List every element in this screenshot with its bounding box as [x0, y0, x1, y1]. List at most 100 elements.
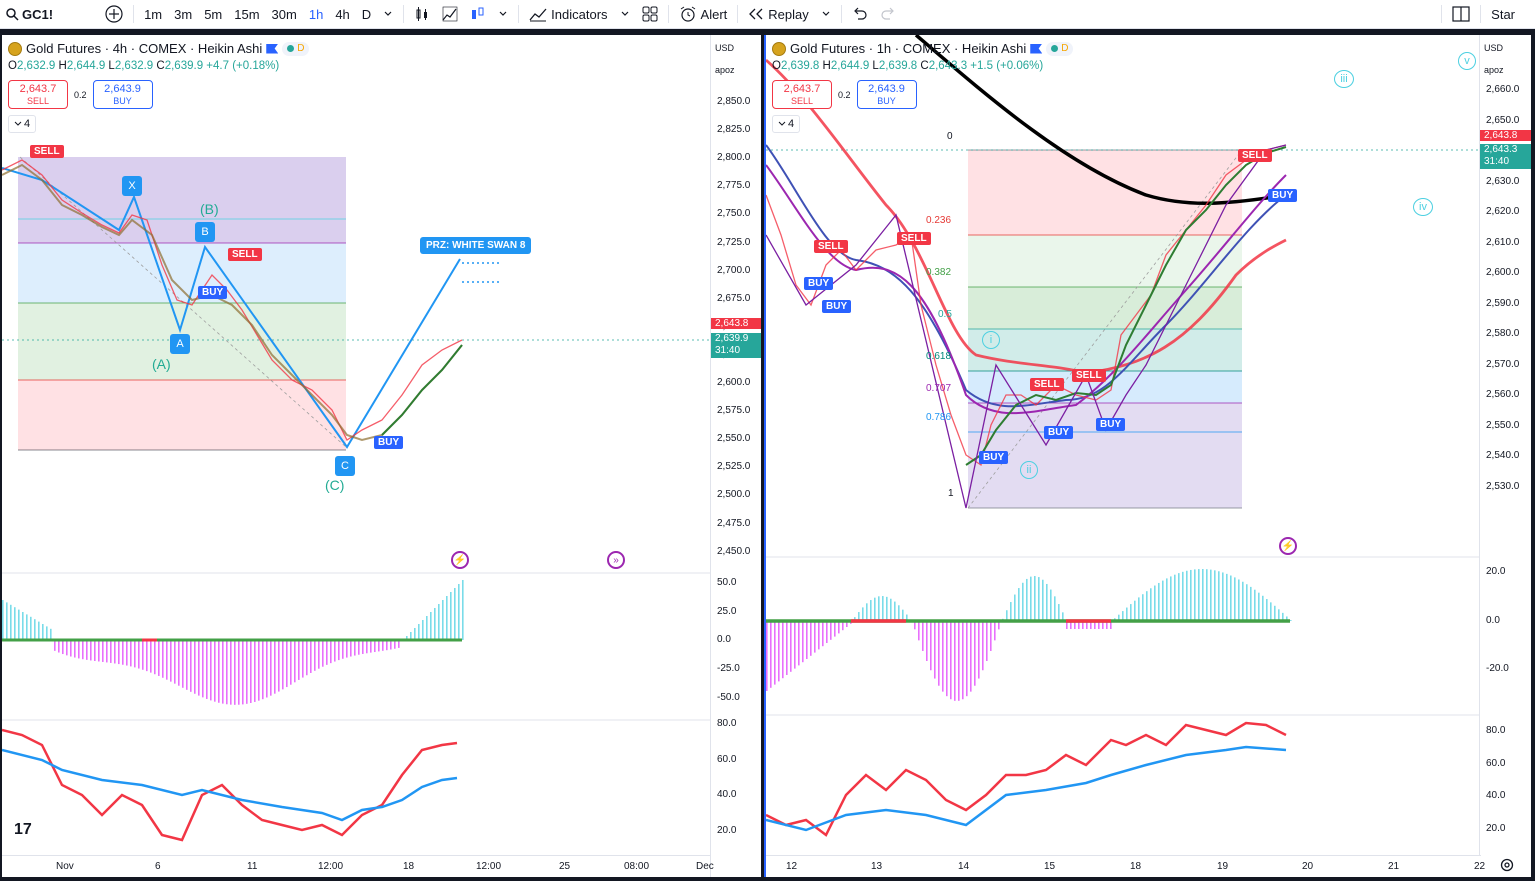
- histogram-bar: [978, 621, 980, 679]
- currency-label[interactable]: USD: [715, 43, 735, 53]
- layout-button[interactable]: [1446, 0, 1476, 29]
- indicator-tick-label: 20.0: [1486, 566, 1506, 577]
- close-price: 2,643.3: [1484, 144, 1518, 155]
- histogram-bar: [278, 640, 280, 692]
- histogram-bar: [1166, 578, 1168, 621]
- histogram-bar: [154, 640, 156, 675]
- price-tick-label: 2,530.0: [1486, 480, 1520, 492]
- replay-dropdown[interactable]: [815, 0, 837, 29]
- undo-button[interactable]: [846, 0, 874, 29]
- price-scale-1h[interactable]: USD apoz 2,660.02,650.02,640.02,630.02,6…: [1479, 35, 1531, 877]
- interval-dropdown[interactable]: [377, 0, 399, 29]
- scale-mode-label[interactable]: apoz: [1484, 65, 1504, 75]
- histogram-bar: [770, 621, 772, 688]
- interval-1h[interactable]: 1h: [308, 6, 324, 22]
- indicators-collapse-button[interactable]: 4: [772, 115, 800, 133]
- interval-15m[interactable]: 15m: [234, 6, 260, 22]
- histogram-bar: [1234, 577, 1236, 621]
- fast-forward-icon[interactable]: »: [607, 551, 625, 569]
- replay-button[interactable]: Replay: [742, 0, 814, 29]
- interval-d[interactable]: D: [361, 6, 372, 22]
- star-button[interactable]: Star: [1491, 6, 1515, 22]
- histogram-bar: [394, 640, 396, 649]
- chart-type-button[interactable]: [436, 0, 464, 29]
- indicators-collapse-button[interactable]: 4: [8, 115, 36, 133]
- histogram-bar: [830, 621, 832, 640]
- indicators-button[interactable]: Indicators: [523, 0, 613, 29]
- histogram-bar: [858, 612, 860, 621]
- sell-button[interactable]: 2,643.7 SELL: [8, 80, 68, 109]
- plus-circle-icon: [105, 5, 123, 23]
- price-scale-4h[interactable]: USD apoz 2,850.0 2,825.0 2,800.0 2,775.0 2,7…: [710, 35, 761, 877]
- low-value: 2,639.8: [878, 60, 918, 72]
- histogram-bar: [438, 604, 440, 640]
- interval-3m[interactable]: 3m: [174, 6, 193, 22]
- status-dot-icon: [1051, 45, 1059, 52]
- lightning-icon[interactable]: ⚡: [451, 551, 469, 569]
- compare-add-button[interactable]: [99, 0, 129, 29]
- open-value: 2,632.9: [16, 60, 56, 72]
- histogram-bar: [338, 640, 340, 661]
- ohlc-values: O2,632.9 H2,644.9 L2,632.9 C2,639.9 +4.7…: [8, 60, 280, 72]
- flag-icon[interactable]: [266, 43, 279, 54]
- interval-4h[interactable]: 4h: [335, 6, 350, 22]
- histogram-bar: [1254, 589, 1256, 621]
- scale-mode-label[interactable]: apoz: [715, 65, 735, 75]
- fib-band: [968, 329, 1242, 371]
- price-series: [766, 144, 1287, 467]
- histogram-bar: [1050, 589, 1052, 621]
- chart-title: Gold Futures · 1h · COMEX · Heikin Ashi: [790, 41, 1027, 56]
- price-tick-label: 2,750.0: [717, 208, 751, 220]
- ma-green: [965, 146, 1287, 466]
- histogram-bar: [302, 640, 304, 678]
- sell-button[interactable]: 2,643.7 SELL: [772, 80, 832, 109]
- histogram-bar: [1230, 575, 1232, 621]
- chart-type-dropdown[interactable]: [492, 0, 514, 29]
- interval-30m[interactable]: 30m: [271, 6, 297, 22]
- histogram-bar: [1246, 584, 1248, 621]
- histogram-bar: [230, 640, 232, 705]
- histogram-bar: [1074, 621, 1076, 629]
- histogram-bar: [94, 640, 96, 661]
- histogram-bar: [30, 616, 32, 640]
- histogram-bar: [434, 608, 436, 640]
- settings-gear-icon[interactable]: [1499, 857, 1515, 873]
- histogram-bar: [386, 640, 388, 651]
- alert-button[interactable]: Alert: [673, 0, 734, 29]
- sell-signal: SELL: [1238, 149, 1272, 162]
- heikin-ashi-button[interactable]: [464, 0, 492, 29]
- flag-icon[interactable]: [1030, 43, 1043, 54]
- time-tick-label: Nov: [56, 861, 74, 872]
- divider: [1441, 5, 1443, 23]
- histogram-bar: [1022, 582, 1024, 621]
- time-axis-4h[interactable]: Nov 6 11 12:00 18 12:00 25 08:00 Dec: [2, 855, 714, 877]
- templates-button[interactable]: [636, 0, 664, 29]
- line-chart-icon: [442, 6, 458, 22]
- currency-label[interactable]: USD: [1484, 43, 1504, 53]
- histogram-bar: [886, 596, 888, 621]
- price-tick-label: 2,590.0: [1486, 297, 1520, 309]
- interval-5m[interactable]: 5m: [204, 6, 223, 22]
- chart-canvas-4h[interactable]: [2, 35, 761, 877]
- redo-button[interactable]: [874, 0, 902, 29]
- fib-level-label: 0.618: [926, 351, 952, 362]
- price-tick-label: 2,775.0: [717, 180, 751, 192]
- histogram-bar: [1046, 583, 1048, 621]
- interval-1m[interactable]: 1m: [144, 6, 163, 22]
- lightning-icon[interactable]: ⚡: [1279, 537, 1297, 555]
- histogram-bar: [86, 640, 88, 660]
- time-axis-1h[interactable]: 12 13 14 15 18 19 20 21 22: [766, 855, 1485, 877]
- buy-button[interactable]: 2,643.9 BUY: [92, 80, 153, 109]
- close-price-label: 2,643.3 31:40: [1480, 144, 1531, 169]
- bar-style-button[interactable]: [408, 0, 436, 29]
- histogram-bar: [962, 621, 964, 700]
- chart-canvas-1h[interactable]: [766, 35, 1531, 877]
- chart-pane-1h[interactable]: Gold Futures · 1h · COMEX · Heikin Ashi …: [764, 35, 1531, 877]
- buy-button[interactable]: 2,643.9 BUY: [856, 80, 917, 109]
- symbol-search[interactable]: GC1!: [0, 0, 59, 29]
- histogram-bar: [322, 640, 324, 667]
- indicators-dropdown[interactable]: [614, 0, 636, 29]
- chart-pane-4h[interactable]: Gold Futures · 4h · COMEX · Heikin Ashi …: [2, 35, 761, 877]
- fib-level-label: 0.382: [926, 267, 952, 278]
- price-tick-label: 2,675.0: [717, 292, 751, 304]
